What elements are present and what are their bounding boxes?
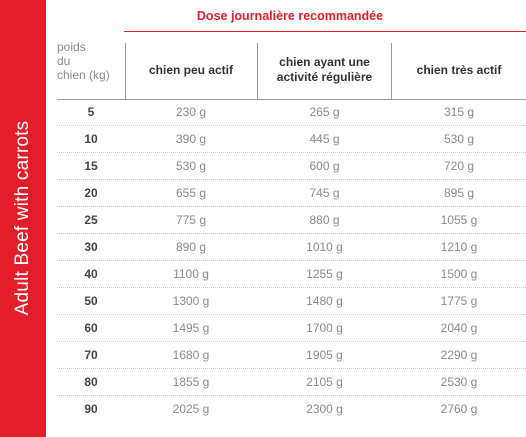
cell-high-activity: 530 g [443,132,475,146]
feeding-table: poids du chien (kg) chien peu actif chien … [57,40,526,416]
cell-regular-activity: 745 g [309,186,340,200]
cell-weight: 40 [84,267,98,281]
side-band: Adult Beef with carrots [0,0,46,437]
table-row: 15 530 g 600 g 720 g [57,153,526,180]
cell-low-activity: 1855 g [172,375,210,389]
table-header: poids du chien (kg) chien peu actif chien … [57,40,526,100]
cell-low-activity: 1495 g [172,321,210,335]
cell-weight: 5 [87,105,95,119]
cell-low-activity: 775 g [175,213,207,227]
cell-weight: 10 [84,132,98,146]
table-row: 60 1495 g 1700 g 2040 g [57,315,526,342]
cell-regular-activity: 1905 g [306,348,343,362]
cell-high-activity: 2040 g [440,321,478,335]
table-row: 30 890 g 1010 g 1210 g [57,234,526,261]
table-row: 70 1680 g 1905 g 2290 g [57,342,526,369]
header-weight-label: poids du chien (kg) [57,40,110,82]
cell-low-activity: 230 g [175,105,207,119]
table-row: 20 655 g 745 g 895 g [57,180,526,207]
header-divider [57,99,526,100]
cell-high-activity: 2760 g [440,402,478,416]
cell-weight: 70 [84,348,98,362]
cell-weight: 90 [84,402,98,416]
table-row: 25 775 g 880 g 1055 g [57,207,526,234]
heading-divider [124,31,526,32]
cell-high-activity: 315 g [443,105,475,119]
cell-regular-activity: 1700 g [306,321,343,335]
cell-weight: 15 [84,159,98,173]
table-row: 90 2025 g 2300 g 2760 g [57,396,526,423]
cell-regular-activity: 1010 g [306,240,343,254]
cell-high-activity: 2290 g [440,348,478,362]
cell-regular-activity: 600 g [309,159,340,173]
cell-high-activity: 895 g [443,186,475,200]
cell-low-activity: 390 g [175,132,207,146]
cell-low-activity: 1300 g [172,294,210,308]
table-row: 50 1300 g 1480 g 1775 g [57,288,526,315]
cell-low-activity: 890 g [175,240,207,254]
cell-regular-activity: 2105 g [306,375,343,389]
cell-regular-activity: 880 g [309,213,340,227]
cell-weight: 80 [84,375,98,389]
cell-low-activity: 655 g [175,186,207,200]
cell-low-activity: 530 g [175,159,207,173]
cell-regular-activity: 1480 g [306,294,343,308]
header-high-activity: chien très actif [416,62,502,77]
cell-high-activity: 2530 g [440,375,478,389]
cell-low-activity: 1100 g [173,267,209,281]
cell-low-activity: 1680 g [172,348,210,362]
cell-weight: 60 [84,321,98,335]
table-row: 10 390 g 445 g 530 g [57,126,526,153]
cell-weight: 50 [84,294,98,308]
cell-weight: 20 [84,186,98,200]
table-row: 80 1855 g 2105 g 2530 g [57,369,526,396]
cell-regular-activity: 265 g [309,105,340,119]
cell-weight: 30 [84,240,98,254]
cell-regular-activity: 1255 g [306,267,343,281]
column-divider [391,43,392,99]
cell-high-activity: 1775 g [440,294,478,308]
cell-regular-activity: 2300 g [306,402,343,416]
cell-weight: 25 [84,213,98,227]
cell-high-activity: 1055 g [440,213,478,227]
cell-regular-activity: 445 g [309,132,340,146]
cell-high-activity: 1210 g [440,240,478,254]
table-heading: Dose journalière recommandée [196,9,384,23]
table-row: 5 230 g 265 g 315 g [57,99,526,126]
cell-high-activity: 720 g [443,159,475,173]
product-name: Adult Beef with carrots [12,120,33,316]
table-body: 5 230 g 265 g 315 g 10 390 g 445 g 530 g 15 530 g… [57,99,526,423]
cell-low-activity: 2025 g [172,402,210,416]
cell-high-activity: 1500 g [440,267,478,281]
table-row: 40 1100 g 1255 g 1500 g [57,261,526,288]
header-regular-activity: chien ayant une activité régulière [276,55,373,84]
column-divider [125,43,126,99]
header-low-activity: chien peu actif [148,62,234,77]
column-divider [257,43,258,99]
